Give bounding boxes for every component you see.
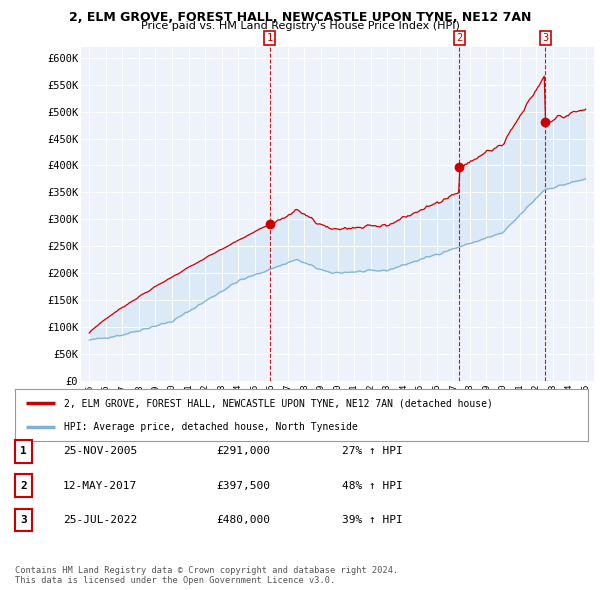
Text: 25-NOV-2005: 25-NOV-2005 bbox=[63, 447, 137, 456]
Text: 48% ↑ HPI: 48% ↑ HPI bbox=[342, 481, 403, 490]
Text: 1: 1 bbox=[20, 447, 27, 456]
Text: 2, ELM GROVE, FOREST HALL, NEWCASTLE UPON TYNE, NE12 7AN (detached house): 2, ELM GROVE, FOREST HALL, NEWCASTLE UPO… bbox=[64, 398, 493, 408]
Text: Price paid vs. HM Land Registry's House Price Index (HPI): Price paid vs. HM Land Registry's House … bbox=[140, 21, 460, 31]
Text: 1: 1 bbox=[266, 33, 273, 43]
Text: 2: 2 bbox=[457, 33, 463, 43]
Text: 3: 3 bbox=[542, 33, 548, 43]
Text: £397,500: £397,500 bbox=[216, 481, 270, 490]
Text: 12-MAY-2017: 12-MAY-2017 bbox=[63, 481, 137, 490]
Text: Contains HM Land Registry data © Crown copyright and database right 2024.
This d: Contains HM Land Registry data © Crown c… bbox=[15, 566, 398, 585]
Text: 2: 2 bbox=[20, 481, 27, 490]
Text: 25-JUL-2022: 25-JUL-2022 bbox=[63, 515, 137, 525]
Text: 39% ↑ HPI: 39% ↑ HPI bbox=[342, 515, 403, 525]
Text: 2, ELM GROVE, FOREST HALL, NEWCASTLE UPON TYNE, NE12 7AN: 2, ELM GROVE, FOREST HALL, NEWCASTLE UPO… bbox=[69, 11, 531, 24]
Text: £480,000: £480,000 bbox=[216, 515, 270, 525]
Text: £291,000: £291,000 bbox=[216, 447, 270, 456]
Text: 3: 3 bbox=[20, 515, 27, 525]
Text: HPI: Average price, detached house, North Tyneside: HPI: Average price, detached house, Nort… bbox=[64, 422, 358, 432]
Text: 27% ↑ HPI: 27% ↑ HPI bbox=[342, 447, 403, 456]
